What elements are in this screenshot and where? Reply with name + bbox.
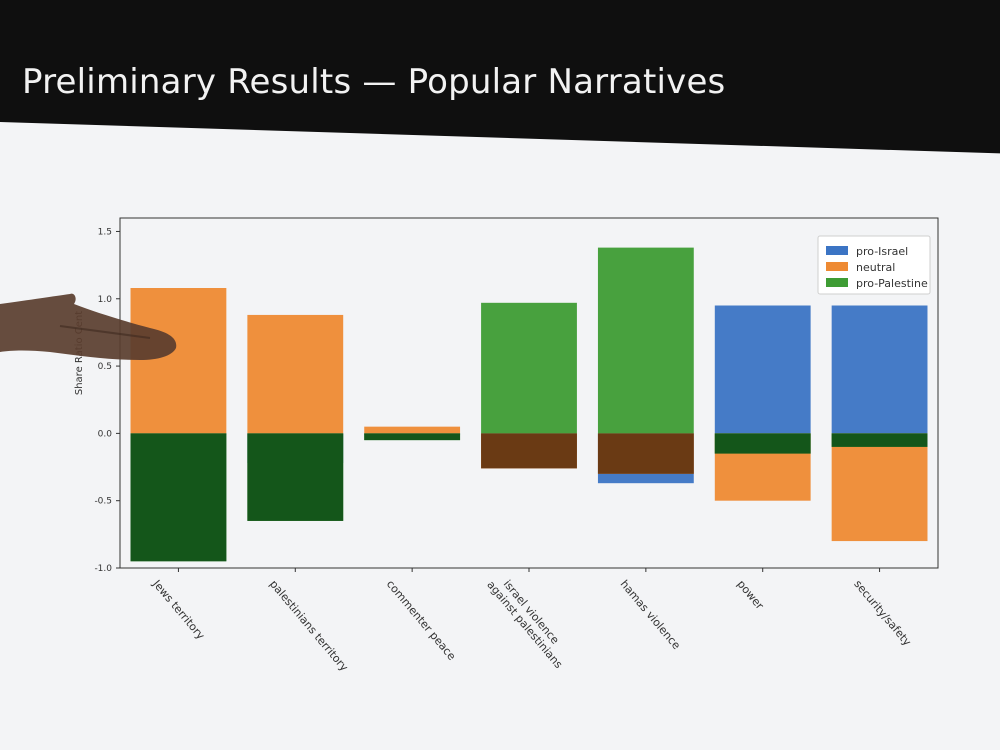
y-tick-label: 1.0 <box>98 295 113 305</box>
y-tick-label: 0.0 <box>98 429 113 439</box>
x-tick-label: commenter peace <box>384 578 459 663</box>
x-tick-label: power <box>734 578 766 613</box>
legend-label: pro-Israel <box>856 245 908 258</box>
bar-neutral <box>247 314 344 434</box>
bar-overlap <box>831 433 928 447</box>
x-tick-label: Jews territory <box>149 577 207 643</box>
y-tick-label: 1.5 <box>98 227 112 237</box>
bar-overlap <box>130 433 227 562</box>
bar-overlap <box>714 433 811 454</box>
bar-pro-israel <box>714 305 811 434</box>
x-tick-label: security/safety <box>851 578 914 649</box>
bar-chart: -1.0-0.50.00.51.01.5Share Ratio CentJews… <box>74 217 939 675</box>
legend-label: neutral <box>856 261 895 274</box>
y-tick-label: -1.0 <box>94 564 112 574</box>
pointing-hand <box>0 293 177 360</box>
bar-neutral <box>364 426 461 434</box>
bar-pro-israel <box>831 305 928 434</box>
bar-overlap <box>597 433 694 474</box>
bar-overlap <box>247 433 344 521</box>
slide-title: Preliminary Results — Popular Narratives <box>22 62 726 102</box>
x-tick-label: israel violenceagainst palestinians <box>484 570 575 671</box>
legend-swatch <box>826 246 848 255</box>
bar-overlap <box>481 433 577 469</box>
y-tick-label: 0.5 <box>98 362 112 372</box>
projection-screen: -1.0-0.50.00.51.01.5Share Ratio CentJews… <box>0 122 1000 750</box>
bar-neutral <box>831 433 928 542</box>
bar-pro-palestine <box>597 247 694 434</box>
bar-pro-palestine <box>481 302 577 434</box>
y-tick-label: -0.5 <box>94 497 112 507</box>
legend-swatch <box>826 262 848 271</box>
bar-neutral <box>130 288 227 434</box>
x-tick-label: hamas violence <box>618 578 684 653</box>
legend-swatch <box>826 278 848 287</box>
legend-label: pro-Palestine <box>856 277 928 290</box>
x-tick-label: palestinians territory <box>267 578 351 675</box>
bar-overlap <box>364 433 461 441</box>
